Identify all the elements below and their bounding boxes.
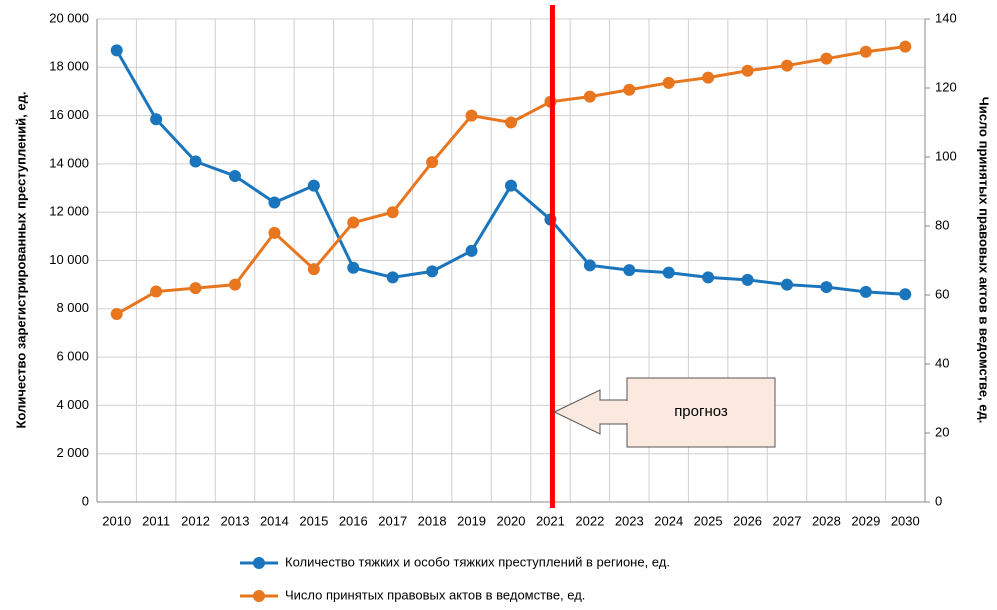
- x-tick-label: 2029: [851, 513, 880, 528]
- x-tick-label: 2011: [142, 513, 170, 528]
- x-tick-label: 2018: [418, 513, 447, 528]
- x-tick-label: 2017: [378, 513, 407, 528]
- point: [505, 116, 517, 129]
- point: [820, 281, 833, 294]
- annotation-arrow: [553, 389, 628, 435]
- y-tick-label: 10 000: [49, 252, 89, 267]
- point: [110, 44, 123, 57]
- x-tick-label: 2025: [694, 513, 723, 528]
- point: [781, 59, 793, 72]
- y-tick-label: 0: [82, 493, 89, 508]
- x-tick-label: 2030: [891, 513, 920, 528]
- y-tick-label: 4 000: [56, 397, 89, 412]
- point: [859, 285, 872, 298]
- y-tick-label: 16 000: [49, 107, 89, 122]
- point: [347, 261, 360, 274]
- point: [268, 226, 281, 239]
- legend-marker: [253, 557, 265, 569]
- legend-marker: [253, 590, 265, 602]
- point: [702, 271, 715, 284]
- y-tick-label: 8 000: [56, 300, 89, 315]
- point: [307, 263, 320, 276]
- point: [426, 156, 439, 169]
- point: [426, 265, 439, 278]
- x-tick-label: 2024: [654, 513, 683, 528]
- y2-tick-label: 0: [935, 493, 942, 508]
- point: [623, 264, 636, 277]
- point: [899, 40, 912, 53]
- point: [662, 76, 675, 89]
- x-tick-label: 2023: [615, 513, 644, 528]
- y2-tick-label: 40: [935, 355, 949, 370]
- y-tick-label: 6 000: [56, 349, 89, 364]
- x-tick-label: 2022: [575, 513, 604, 528]
- y-tick-label: 18 000: [49, 59, 89, 74]
- point: [150, 113, 163, 126]
- point: [189, 155, 202, 168]
- point: [229, 278, 241, 291]
- point: [110, 307, 123, 320]
- x-tick-label: 2019: [457, 513, 486, 528]
- point: [702, 71, 715, 84]
- x-tick-label: 2015: [299, 513, 328, 528]
- point: [741, 273, 754, 286]
- x-tick-label: 2027: [773, 513, 802, 528]
- x-tick-label: 2013: [221, 513, 250, 528]
- annotation-text: прогноз: [674, 403, 728, 420]
- point: [899, 288, 912, 301]
- y-axis-title: Количество зарегистрированных преступлен…: [13, 92, 28, 429]
- y2-tick-label: 120: [935, 79, 957, 94]
- x-tick-label: 2020: [497, 513, 526, 528]
- x-tick-label: 2026: [733, 513, 762, 528]
- point: [820, 52, 833, 65]
- y2-tick-label: 20: [935, 424, 949, 439]
- point: [583, 90, 596, 103]
- point: [189, 282, 202, 295]
- y2-axis-title: Число принятых правовых актов в ведомств…: [977, 97, 992, 424]
- point: [150, 285, 163, 298]
- y-tick-label: 12 000: [49, 204, 89, 219]
- legend-label: Число принятых правовых актов в ведомств…: [285, 587, 585, 602]
- y2-tick-label: 60: [935, 286, 949, 301]
- y2-tick-label: 100: [935, 148, 957, 163]
- y2-tick-label: 140: [935, 10, 957, 25]
- point: [307, 179, 320, 192]
- legend-label: Количество тяжких и особо тяжких преступ…: [285, 554, 670, 569]
- annotation-box: [626, 377, 776, 448]
- x-tick-label: 2028: [812, 513, 841, 528]
- y2-tick-label: 80: [935, 217, 949, 232]
- point: [505, 179, 517, 192]
- point: [268, 196, 281, 209]
- point: [859, 45, 872, 58]
- y-tick-label: 14 000: [49, 155, 89, 170]
- y-tick-label: 2 000: [56, 445, 89, 460]
- point: [465, 109, 478, 122]
- point: [386, 271, 399, 284]
- point: [347, 216, 360, 229]
- x-tick-label: 2021: [536, 513, 565, 528]
- x-tick-label: 2010: [102, 513, 131, 528]
- y-tick-label: 20 000: [49, 10, 89, 25]
- point: [781, 278, 793, 291]
- point: [386, 206, 399, 219]
- x-tick-label: 2016: [339, 513, 368, 528]
- point: [583, 259, 596, 272]
- point: [465, 244, 478, 257]
- point: [229, 169, 241, 182]
- point: [741, 64, 754, 77]
- point: [623, 83, 636, 96]
- x-tick-label: 2012: [181, 513, 210, 528]
- point: [662, 266, 675, 279]
- x-tick-label: 2014: [260, 513, 289, 528]
